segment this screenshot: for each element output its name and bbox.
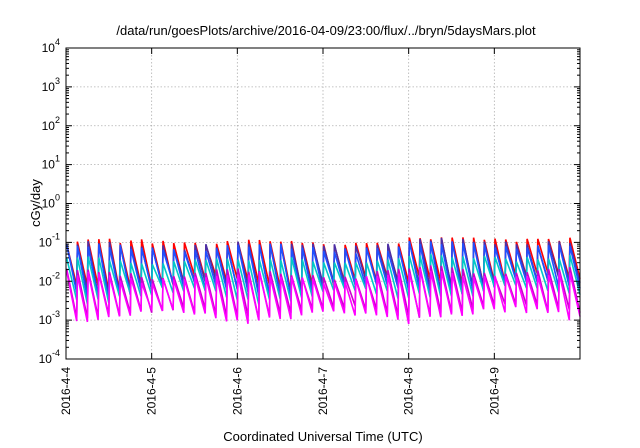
series-line	[65, 268, 581, 325]
y-tick-label: 103	[42, 76, 60, 94]
x-axis-label: Coordinated Universal Time (UTC)	[223, 429, 422, 444]
y-tick-label: 10-2	[39, 270, 60, 288]
y-tick-label: 102	[42, 115, 60, 133]
chart-title: /data/run/goesPlots/archive/2016-04-09/2…	[116, 23, 536, 38]
x-tick-label: 2016-4-9	[487, 367, 501, 415]
x-ticks: 2016-4-4 2016-4-5 2016-4-6 2016-4-7 2016-4-8…	[59, 48, 501, 415]
x-tick-label: 2016-4-6	[230, 367, 244, 415]
y-tick-label: 10-4	[39, 348, 60, 366]
y-ticks: 10-4 10-3 10-2 10-1 100 101 102 103 104	[39, 37, 580, 366]
y-axis-label: cGy/day	[28, 179, 43, 227]
y-tick-label: 101	[42, 154, 60, 172]
x-tick-label: 2016-4-4	[59, 367, 73, 415]
series-group	[65, 237, 581, 325]
y-tick-label: 10-3	[39, 309, 60, 327]
x-tick-label: 2016-4-8	[402, 367, 416, 415]
y-tick-label: 100	[42, 193, 60, 211]
x-tick-label: 2016-4-5	[145, 367, 159, 415]
y-tick-label: 10-1	[39, 231, 60, 249]
y-tick-label: 104	[42, 37, 60, 55]
grid	[66, 48, 580, 359]
x-tick-label: 2016-4-7	[316, 367, 330, 415]
